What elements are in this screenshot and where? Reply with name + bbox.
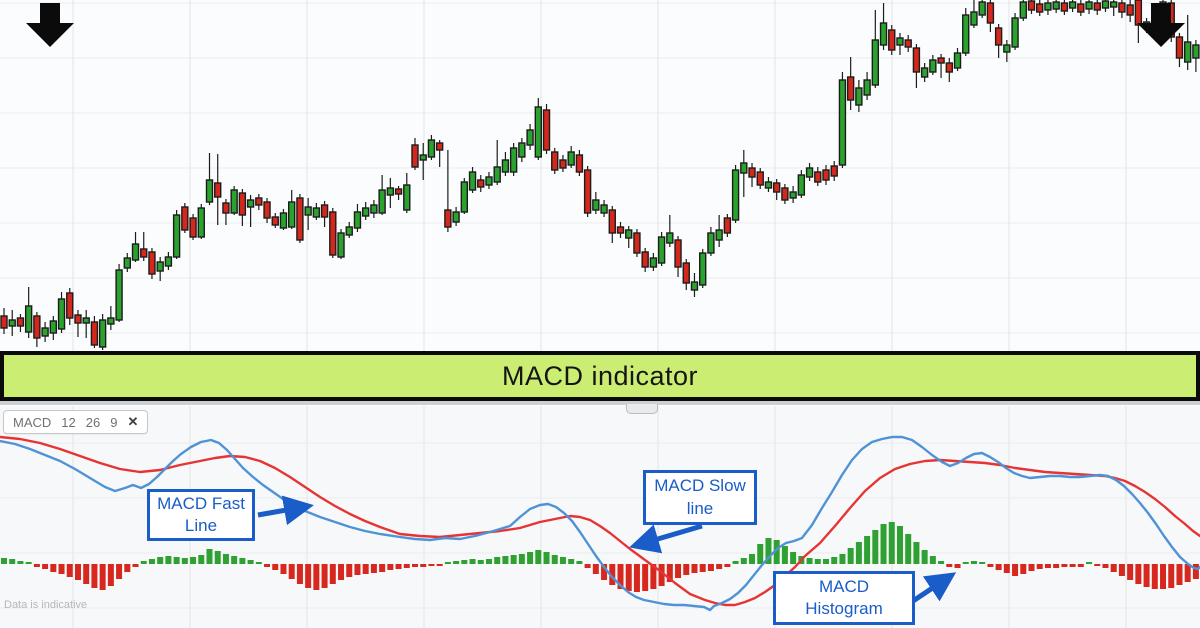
close-icon[interactable]: ✕ <box>127 414 139 429</box>
indicator-param-slow: 26 <box>85 414 101 430</box>
callout-text: line <box>686 498 714 518</box>
macd-fast-line-callout: MACD Fast Line <box>147 489 255 541</box>
down-arrow-icon <box>26 3 74 47</box>
panel-resize-handle[interactable] <box>626 404 658 414</box>
callout-text: Line <box>184 516 218 535</box>
macd-indicator-badge[interactable]: MACD 12 26 9 ✕ <box>3 410 149 434</box>
data-indicative-note: Data is indicative <box>4 599 88 611</box>
callout-text: MACD Slow <box>654 476 746 496</box>
indicator-name: MACD <box>13 414 52 430</box>
indicator-param-fast: 12 <box>61 414 76 430</box>
macd-histogram-callout: MACD Histogram <box>773 571 915 625</box>
callout-text: MACD <box>818 576 870 596</box>
macd-banner: MACD indicator <box>0 351 1200 401</box>
banner-title: MACD indicator <box>501 360 699 391</box>
macd-banner-fill: MACD indicator <box>4 355 1196 397</box>
panel-divider <box>0 401 1200 405</box>
callout-text: MACD Fast <box>157 493 245 513</box>
down-arrow-icon <box>1137 3 1185 47</box>
callout-text: Histogram <box>805 599 883 618</box>
macd-slow-line-callout: MACD Slow line <box>643 470 757 525</box>
indicator-param-signal: 9 <box>110 414 118 430</box>
